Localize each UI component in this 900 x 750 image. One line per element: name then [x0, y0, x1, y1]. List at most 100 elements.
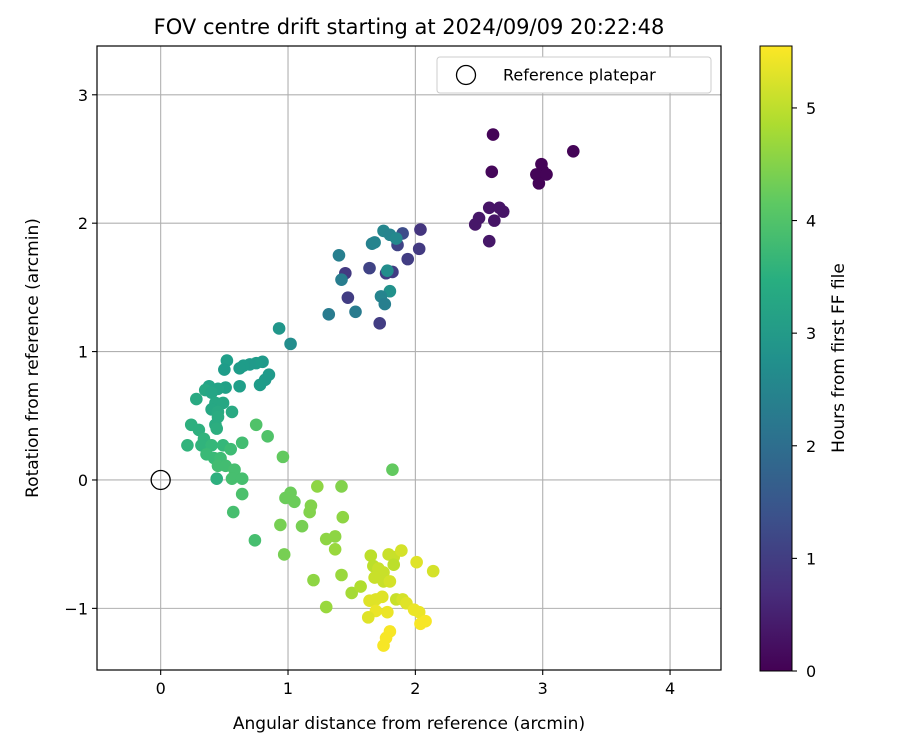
y-axis-ticks: −1 0 1 2 3: [64, 86, 97, 618]
data-point: [378, 297, 392, 311]
colorbar-tick-label: 3: [806, 324, 816, 343]
data-point: [276, 450, 290, 464]
data-point: [381, 605, 394, 619]
data-point: [468, 218, 482, 231]
data-point: [328, 543, 342, 556]
plot-frame: [96, 45, 722, 671]
data-point: [224, 442, 238, 456]
data-point: [364, 549, 378, 563]
x-tick-label: 2: [410, 679, 420, 698]
data-point: [336, 510, 350, 524]
data-point: [311, 480, 324, 493]
data-point: [288, 495, 301, 509]
data-point: [190, 392, 203, 406]
y-tick-label: 1: [78, 343, 88, 362]
data-point: [566, 144, 580, 158]
data-point: [225, 472, 239, 485]
grid-lines: [97, 46, 721, 670]
data-point: [277, 548, 291, 561]
data-point: [272, 322, 286, 335]
y-tick-label: −1: [64, 599, 88, 618]
data-point: [401, 252, 415, 266]
data-point: [328, 530, 342, 543]
legend-box: [436, 56, 712, 94]
colorbar-tick-label: 2: [806, 437, 816, 456]
y-axis-label: Rotation from reference (arcmin): [23, 218, 43, 498]
data-point: [540, 168, 553, 181]
data-point: [319, 600, 333, 614]
data-point: [307, 573, 320, 587]
data-point: [210, 472, 224, 485]
data-point: [361, 611, 375, 624]
colorbar-gradient: [759, 45, 793, 672]
data-point: [181, 439, 194, 452]
data-point: [233, 361, 246, 375]
data-point: [226, 505, 240, 519]
data-point: [389, 232, 403, 245]
data-point: [284, 337, 297, 351]
data-point: [341, 291, 355, 304]
legend-marker-icon: [455, 64, 477, 86]
x-tick-label: 0: [156, 679, 166, 698]
colorbar-tick-label: 4: [806, 212, 816, 231]
data-point: [249, 418, 263, 432]
chart-title: FOV centre drift starting at 2024/09/09 …: [154, 15, 665, 39]
data-point: [412, 605, 426, 619]
data-point: [368, 236, 381, 249]
data-point: [419, 614, 432, 628]
data-point: [383, 575, 397, 588]
x-axis-label: Angular distance from reference (arcmin): [233, 714, 585, 734]
data-point: [373, 317, 387, 330]
data-point: [295, 519, 309, 533]
data-point: [375, 590, 389, 604]
data-point: [386, 463, 399, 477]
x-tick-label: 3: [538, 679, 548, 698]
data-point: [410, 555, 423, 569]
data-point: [387, 558, 401, 572]
x-tick-label: 4: [665, 679, 675, 698]
colorbar: 0 1 2 3 4 5 Hours from first FF file: [759, 45, 849, 681]
data-point: [335, 568, 348, 582]
x-axis-ticks: 0 1 2 3 4: [156, 670, 675, 698]
data-point: [205, 386, 218, 399]
data-point: [482, 234, 496, 248]
data-point: [274, 518, 287, 532]
data-point: [368, 571, 381, 584]
data-point: [233, 379, 246, 393]
data-point: [532, 177, 546, 190]
data-point: [426, 564, 440, 578]
data-point: [349, 305, 362, 319]
data-point: [488, 214, 501, 227]
colorbar-tick-label: 0: [806, 662, 816, 681]
data-point: [235, 487, 249, 501]
y-tick-label: 2: [78, 214, 88, 233]
data-point: [322, 308, 336, 321]
colorbar-label: Hours from first FF file: [829, 263, 849, 453]
data-point: [303, 505, 316, 519]
data-point: [235, 436, 249, 450]
data-point: [345, 586, 358, 600]
data-point: [248, 534, 262, 547]
data-point: [218, 363, 231, 376]
data-point: [496, 205, 510, 218]
data-point: [395, 544, 408, 557]
data-point: [235, 472, 249, 485]
data-point: [335, 480, 348, 493]
data-point: [354, 580, 367, 593]
data-point: [414, 223, 427, 236]
legend: Reference platepar: [436, 56, 712, 94]
colorbar-tick-label: 1: [806, 549, 816, 568]
colorbar-tick-label: 5: [806, 99, 816, 118]
y-tick-label: 3: [78, 86, 88, 105]
data-point: [412, 242, 426, 256]
x-tick-label: 1: [283, 679, 293, 698]
data-point: [377, 639, 390, 652]
reference-platepar-marker: [150, 469, 171, 491]
data-point: [332, 248, 346, 262]
data-point: [486, 128, 500, 141]
data-point: [381, 264, 394, 277]
y-tick-label: 0: [78, 471, 88, 490]
data-point: [363, 261, 376, 275]
data-points: [181, 128, 580, 652]
